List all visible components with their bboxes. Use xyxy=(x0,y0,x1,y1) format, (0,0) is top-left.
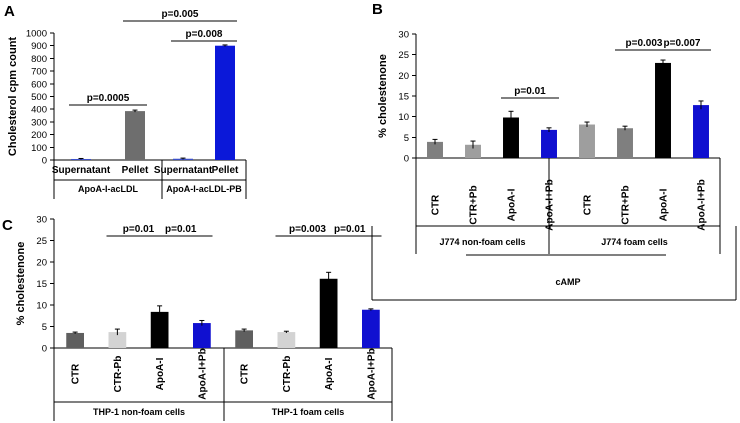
y-tick-label: 600 xyxy=(31,79,47,90)
bar xyxy=(215,45,235,161)
bar xyxy=(319,278,338,348)
y-axis-label: % cholestenone xyxy=(377,54,389,138)
bar xyxy=(503,117,519,158)
bar xyxy=(66,332,84,348)
y-tick-label: 30 xyxy=(36,215,47,226)
y-tick-label: 500 xyxy=(31,92,47,103)
x-axis-label: cAMP xyxy=(555,277,580,287)
y-tick-label: 25 xyxy=(398,50,409,61)
bar xyxy=(617,128,633,158)
category-label: ApoA-I+Pb xyxy=(366,348,377,399)
group-label: ApoA-I-acLDL-PB xyxy=(166,184,242,194)
bar xyxy=(150,311,169,348)
y-tick-label: 800 xyxy=(31,54,47,65)
group-label: J774 foam cells xyxy=(601,237,668,247)
bar xyxy=(193,323,211,348)
y-tick-label: 10 xyxy=(398,112,409,123)
bar xyxy=(541,129,557,158)
bar xyxy=(125,111,145,160)
category-label: CTR xyxy=(431,194,442,215)
category-label: Pellet xyxy=(122,165,149,176)
y-tick-label: 100 xyxy=(31,143,47,154)
p-value-label: p=0.003 xyxy=(626,38,663,49)
y-tick-label: 0 xyxy=(42,156,47,167)
bar xyxy=(655,62,671,158)
y-tick-label: 5 xyxy=(42,322,47,333)
category-label: Pellet xyxy=(212,165,239,176)
p-value-label: p=0.008 xyxy=(186,29,223,40)
panel-letter: B xyxy=(372,1,383,18)
category-label: CTR-Pb xyxy=(113,356,124,393)
p-value-label: p=0.007 xyxy=(664,38,701,49)
bar xyxy=(362,309,380,348)
category-label: ApoA-I+Pb xyxy=(197,348,208,399)
p-value-label: p=0.01 xyxy=(334,224,366,235)
category-label: CTR xyxy=(71,363,82,384)
y-tick-label: 900 xyxy=(31,41,47,52)
group-label: THP-1 non-foam cells xyxy=(93,407,185,417)
group-label: J774 non-foam cells xyxy=(439,237,525,247)
bar xyxy=(277,332,296,348)
y-axis-label: Cholesterol cpm count xyxy=(7,37,19,157)
category-label: CTR xyxy=(583,194,594,215)
bar xyxy=(427,141,443,158)
p-value-label: p=0.003 xyxy=(289,224,326,235)
bar xyxy=(579,124,595,158)
category-label: ApoA-I xyxy=(324,357,335,390)
category-label: CTR-Pb xyxy=(282,356,293,393)
category-label: ApoA-I+Pb xyxy=(697,179,708,230)
y-tick-label: 30 xyxy=(398,30,409,41)
category-label: ApoA-I+Pb xyxy=(545,179,556,230)
y-tick-label: 0 xyxy=(404,154,409,165)
p-value-label: p=0.01 xyxy=(123,224,155,235)
category-label: ApoA-I xyxy=(659,188,670,221)
y-axis-label: % cholestenone xyxy=(15,242,27,326)
category-label: CTR+Pb xyxy=(469,185,480,224)
bar xyxy=(465,144,481,158)
y-tick-label: 700 xyxy=(31,67,47,78)
y-tick-label: 1000 xyxy=(26,29,47,40)
y-tick-label: 20 xyxy=(398,71,409,82)
category-label: CTR+Pb xyxy=(621,185,632,224)
y-tick-label: 400 xyxy=(31,105,47,116)
y-tick-label: 300 xyxy=(31,117,47,128)
y-tick-label: 15 xyxy=(398,92,409,103)
group-label: THP-1 foam cells xyxy=(272,407,345,417)
y-tick-label: 200 xyxy=(31,130,47,141)
category-label: ApoA-I xyxy=(507,188,518,221)
y-tick-label: 25 xyxy=(36,236,47,247)
y-tick-label: 5 xyxy=(404,133,409,144)
bar xyxy=(235,330,253,348)
category-label: CTR xyxy=(240,363,251,384)
y-tick-label: 10 xyxy=(36,301,47,312)
p-value-label: p=0.0005 xyxy=(87,93,130,104)
p-value-label: p=0.005 xyxy=(162,9,199,20)
bar xyxy=(108,332,127,348)
panel-letter: C xyxy=(2,217,13,234)
y-tick-label: 0 xyxy=(42,344,47,355)
bar xyxy=(693,105,709,158)
p-value-label: p=0.01 xyxy=(165,224,197,235)
y-tick-label: 15 xyxy=(36,279,47,290)
panel-letter: A xyxy=(4,3,15,20)
category-label: Supernatant xyxy=(52,165,111,176)
category-label: ApoA-I xyxy=(155,357,166,390)
y-tick-label: 20 xyxy=(36,258,47,269)
category-label: Supernatant xyxy=(154,165,213,176)
p-value-label: p=0.01 xyxy=(514,86,546,97)
group-label: ApoA-I-acLDL xyxy=(78,184,138,194)
